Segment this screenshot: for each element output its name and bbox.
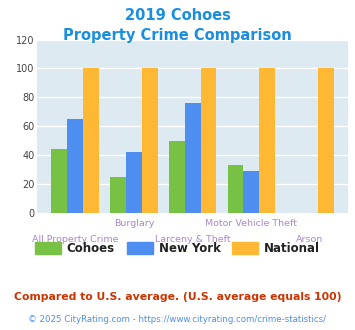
Bar <box>110 177 126 213</box>
Bar <box>318 69 334 213</box>
Bar <box>51 149 67 213</box>
Text: Property Crime Comparison: Property Crime Comparison <box>63 28 292 43</box>
Bar <box>169 141 185 213</box>
Bar <box>228 165 244 213</box>
Bar <box>142 69 158 213</box>
Bar <box>201 69 216 213</box>
Text: Compared to U.S. average. (U.S. average equals 100): Compared to U.S. average. (U.S. average … <box>14 292 341 302</box>
Text: 2019 Cohoes: 2019 Cohoes <box>125 8 230 23</box>
Text: Larceny & Theft: Larceny & Theft <box>155 235 230 244</box>
Text: Arson: Arson <box>296 235 324 244</box>
Bar <box>83 69 99 213</box>
Text: Burglary: Burglary <box>114 219 154 228</box>
Bar <box>67 119 83 213</box>
Text: © 2025 CityRating.com - https://www.cityrating.com/crime-statistics/: © 2025 CityRating.com - https://www.city… <box>28 315 327 324</box>
Legend: Cohoes, New York, National: Cohoes, New York, National <box>30 237 325 260</box>
Bar <box>259 69 275 213</box>
Text: Motor Vehicle Theft: Motor Vehicle Theft <box>205 219 297 228</box>
Bar <box>126 152 142 213</box>
Bar <box>185 103 201 213</box>
Bar <box>244 171 259 213</box>
Text: All Property Crime: All Property Crime <box>32 235 119 244</box>
